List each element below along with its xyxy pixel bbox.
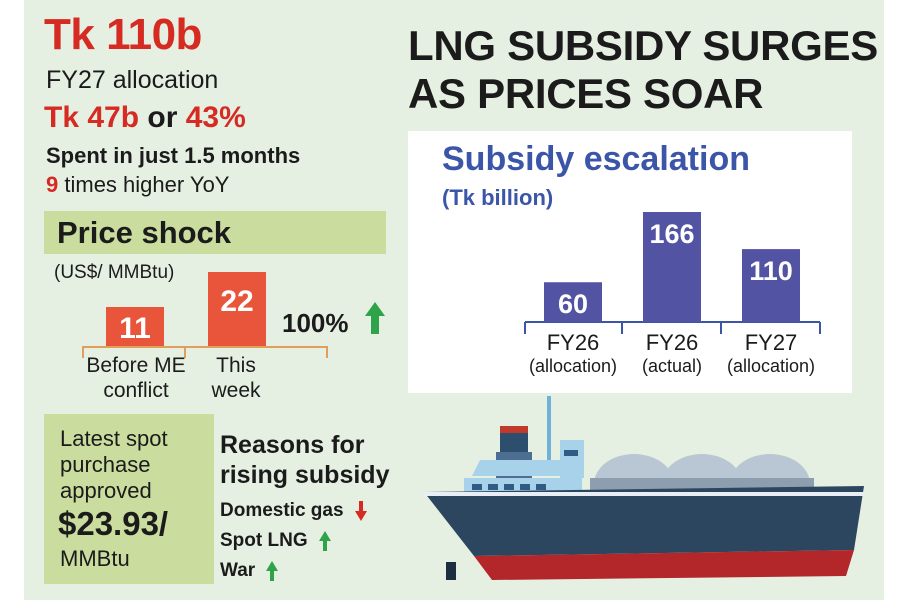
spent-line: Tk 47b or 43% [44, 101, 246, 135]
spent-subtitle: Spent in just 1.5 months [46, 143, 301, 168]
main-title-line-2: AS PRICES SOAR [408, 70, 764, 117]
chart-category-sublabel: (allocation) [529, 356, 617, 376]
arrow-up-icon [365, 302, 385, 334]
chart-category-label: FY27 [745, 330, 798, 355]
infographic: Tk 110b FY27 allocation Tk 47b or 43% Sp… [24, 0, 884, 600]
reason-label: Domestic gas [220, 500, 344, 522]
yoy-line: 9 times higher YoY [46, 172, 229, 198]
chart-bar [544, 282, 602, 322]
chart-category-label: FY26 [646, 330, 699, 355]
chart-bar [643, 212, 701, 322]
price-shock-banner [44, 211, 386, 254]
yoy-text: times higher YoY [64, 172, 230, 197]
spent-connector: or [147, 101, 178, 134]
arrow-up-icon [318, 531, 331, 551]
price-change-percent: 100% [282, 308, 349, 338]
reasons-title: Reasons for rising subsidy [220, 431, 390, 489]
reason-item: Spot LNG [220, 530, 332, 552]
spot-purchase-unit: MMBtu [60, 546, 130, 571]
arrow-down-icon [354, 501, 367, 521]
price-unit-label: (US$/ MMBtu) [54, 262, 175, 283]
spot-purchase-price: $23.93/ [58, 505, 169, 542]
chart-category-sublabel: (allocation) [727, 356, 815, 376]
main-title: LNG SUBSIDY SURGES AS PRICES SOAR [408, 22, 878, 118]
chart-data-label: 166 [649, 219, 694, 249]
spot-purchase-box [44, 414, 214, 584]
price-axis-tick [82, 346, 84, 358]
lng-tanker-ship-icon [424, 396, 864, 580]
reason-label: War [220, 560, 256, 582]
chart-bar [742, 249, 800, 322]
price-axis-tick [326, 346, 328, 358]
subsidy-bar-chart: 60FY26(allocation)166FY26(actual)110FY27… [524, 212, 821, 376]
chart-data-label: 60 [558, 289, 588, 319]
chart-unit-label: (Tk billion) [442, 185, 554, 210]
headline-label: FY27 allocation [46, 66, 219, 94]
reason-label: Spot LNG [220, 530, 308, 552]
reason-item: Domestic gas [220, 500, 368, 522]
price-shock-title: Price shock [57, 215, 232, 250]
spent-percent: 43% [185, 101, 246, 134]
spot-purchase-label: Latest spot purchase approved [60, 426, 168, 503]
yoy-multiplier: 9 [46, 172, 59, 197]
chart-data-label: 110 [749, 256, 793, 286]
chart-category-label: FY26 [547, 330, 600, 355]
price-category-this-week: This week [211, 354, 261, 402]
price-axis-tick [184, 346, 186, 358]
price-bar-this-week: 22 [208, 272, 266, 347]
chart-title: Subsidy escalation [442, 140, 750, 178]
headline-figure: Tk 110b [44, 10, 202, 59]
price-axis-line [82, 346, 328, 348]
main-title-line-1: LNG SUBSIDY SURGES [408, 22, 878, 69]
price-category-before: Before ME conflict [86, 354, 186, 402]
chart-category-sublabel: (actual) [642, 356, 702, 376]
spent-amount: Tk 47b [44, 101, 140, 134]
price-bar-before: 11 [106, 307, 164, 347]
reason-item: War [220, 560, 279, 582]
arrow-up-icon [266, 561, 279, 581]
